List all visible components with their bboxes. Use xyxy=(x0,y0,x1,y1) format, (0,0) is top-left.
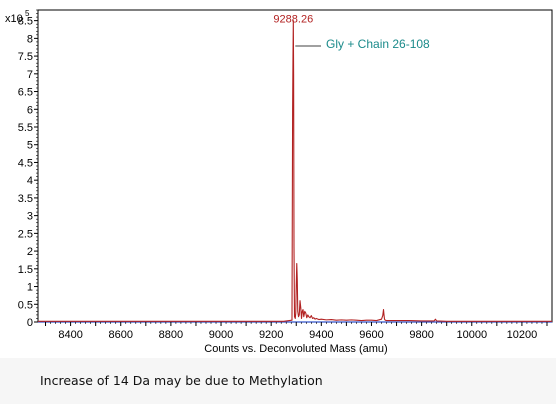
y-tick-label: 8 xyxy=(27,33,33,45)
y-tick-label: 8.5 xyxy=(18,16,33,28)
y-tick-label: 2 xyxy=(27,246,33,258)
y-tick-label: 1.5 xyxy=(18,264,33,276)
x-tick-label: 9400 xyxy=(309,329,333,341)
species-annotation: Gly + Chain 26-108 xyxy=(326,37,430,51)
x-tick-label: 8800 xyxy=(159,329,183,341)
y-tick-label: 6.5 xyxy=(18,87,33,99)
caption-text: Increase of 14 Da may be due to Methylat… xyxy=(40,373,323,388)
chart-labels: x10 5 Counts vs. Deconvoluted Mass (amu)… xyxy=(5,9,430,355)
caption-bar: Increase of 14 Da may be due to Methylat… xyxy=(0,358,556,404)
x-tick-label: 9000 xyxy=(209,329,233,341)
x-tick-label: 9200 xyxy=(259,329,283,341)
x-tick-label: 8400 xyxy=(58,329,82,341)
spectrum-line xyxy=(38,20,552,322)
x-tick-label: 10200 xyxy=(507,329,538,341)
y-tick-label: 0.5 xyxy=(18,299,33,311)
y-tick-label: 6 xyxy=(27,104,33,116)
y-multiplier-exponent: 5 xyxy=(25,9,30,18)
x-tick-label: 9800 xyxy=(409,329,433,341)
y-axis: 0 0.5 1 1.5 2 2.5 3 3.5 4 4.5 5 5.5 6 6.5 7 7.5 8 8.5 xyxy=(18,9,38,329)
y-tick-label: 0 xyxy=(27,317,33,329)
chart-panel: 0 0.5 1 1.5 2 2.5 3 3.5 4 4.5 5 5.5 6 6.5 7 7.5 8 8.5 840… xyxy=(5,9,553,355)
y-tick-label: 3.5 xyxy=(18,193,33,205)
series-group xyxy=(38,20,552,322)
y-tick-label: 2.5 xyxy=(18,228,33,240)
mass-spectrum-chart: 0 0.5 1 1.5 2 2.5 3 3.5 4 4.5 5 5.5 6 6.5 7 7.5 8 8.5 840… xyxy=(5,9,553,355)
y-tick-label: 3 xyxy=(27,211,33,223)
x-tick-label: 8600 xyxy=(108,329,132,341)
y-tick-label: 4 xyxy=(27,175,33,187)
x-tick-label: 10000 xyxy=(456,329,487,341)
x-axis-label: Counts vs. Deconvoluted Mass (amu) xyxy=(204,343,387,355)
plot-frame xyxy=(37,9,553,323)
x-axis: 8400 8600 8800 9000 9200 9400 9600 9800 10000 102… xyxy=(45,322,548,341)
y-tick-label: 4.5 xyxy=(18,157,33,169)
peak-label: 9288.26 xyxy=(273,14,313,26)
y-tick-label: 7 xyxy=(27,69,33,81)
y-tick-label: 7.5 xyxy=(18,51,33,63)
y-tick-label: 1 xyxy=(27,282,33,294)
y-multiplier-base: x10 xyxy=(5,13,23,25)
y-tick-label: 5 xyxy=(27,140,33,152)
x-tick-label: 9600 xyxy=(359,329,383,341)
plot-area xyxy=(37,9,553,323)
y-tick-label: 5.5 xyxy=(18,122,33,134)
